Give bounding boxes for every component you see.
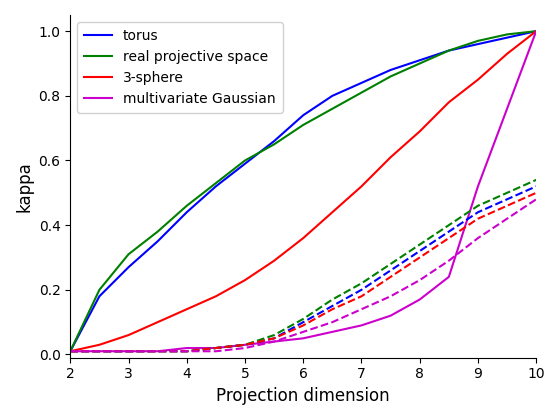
- 3-sphere: [533, 29, 539, 34]
- multivariate Gaussian: [67, 349, 73, 354]
- multivariate Gaussian: [445, 274, 452, 279]
- multivariate Gaussian: [329, 329, 335, 334]
- real projective space: [96, 287, 102, 292]
- 3-sphere: [67, 349, 73, 354]
- 3-sphere: [474, 77, 481, 82]
- 3-sphere: [329, 210, 335, 215]
- 3-sphere: [300, 236, 306, 241]
- real projective space: [183, 203, 190, 208]
- real projective space: [445, 48, 452, 53]
- multivariate Gaussian: [125, 349, 132, 354]
- torus: [241, 161, 248, 166]
- torus: [358, 80, 365, 85]
- torus: [96, 294, 102, 299]
- 3-sphere: [416, 129, 423, 134]
- multivariate Gaussian: [96, 349, 102, 354]
- real projective space: [329, 106, 335, 111]
- torus: [67, 349, 73, 354]
- real projective space: [387, 74, 394, 79]
- 3-sphere: [183, 307, 190, 312]
- 3-sphere: [241, 278, 248, 283]
- multivariate Gaussian: [270, 339, 277, 344]
- real projective space: [125, 252, 132, 257]
- X-axis label: Projection dimension: Projection dimension: [216, 387, 390, 405]
- 3-sphere: [96, 342, 102, 347]
- torus: [125, 265, 132, 270]
- Line: real projective space: real projective space: [70, 31, 536, 351]
- Line: torus: torus: [70, 31, 536, 351]
- torus: [300, 113, 306, 118]
- real projective space: [503, 32, 510, 37]
- torus: [387, 68, 394, 73]
- multivariate Gaussian: [358, 323, 365, 328]
- multivariate Gaussian: [387, 313, 394, 318]
- real projective space: [154, 229, 161, 234]
- 3-sphere: [125, 333, 132, 338]
- real projective space: [300, 122, 306, 127]
- torus: [533, 29, 539, 34]
- 3-sphere: [503, 51, 510, 56]
- torus: [183, 210, 190, 215]
- real projective space: [67, 349, 73, 354]
- Line: multivariate Gaussian: multivariate Gaussian: [70, 31, 536, 351]
- Legend: torus, real projective space, 3-sphere, multivariate Gaussian: torus, real projective space, 3-sphere, …: [77, 22, 283, 113]
- torus: [445, 48, 452, 53]
- multivariate Gaussian: [300, 336, 306, 341]
- real projective space: [358, 90, 365, 95]
- multivariate Gaussian: [154, 349, 161, 354]
- 3-sphere: [270, 258, 277, 263]
- torus: [154, 239, 161, 244]
- real projective space: [416, 61, 423, 66]
- Line: 3-sphere: 3-sphere: [70, 31, 536, 351]
- multivariate Gaussian: [474, 184, 481, 189]
- real projective space: [533, 29, 539, 34]
- multivariate Gaussian: [241, 342, 248, 347]
- torus: [329, 93, 335, 98]
- torus: [474, 42, 481, 47]
- torus: [270, 139, 277, 144]
- 3-sphere: [358, 184, 365, 189]
- torus: [212, 184, 219, 189]
- multivariate Gaussian: [533, 29, 539, 34]
- real projective space: [474, 38, 481, 43]
- 3-sphere: [387, 155, 394, 160]
- 3-sphere: [154, 320, 161, 325]
- 3-sphere: [445, 100, 452, 105]
- torus: [416, 58, 423, 63]
- real projective space: [212, 181, 219, 186]
- multivariate Gaussian: [212, 346, 219, 351]
- torus: [503, 35, 510, 40]
- real projective space: [270, 142, 277, 147]
- 3-sphere: [212, 294, 219, 299]
- multivariate Gaussian: [183, 346, 190, 351]
- Y-axis label: kappa: kappa: [15, 161, 33, 212]
- multivariate Gaussian: [503, 106, 510, 111]
- real projective space: [241, 158, 248, 163]
- multivariate Gaussian: [416, 297, 423, 302]
